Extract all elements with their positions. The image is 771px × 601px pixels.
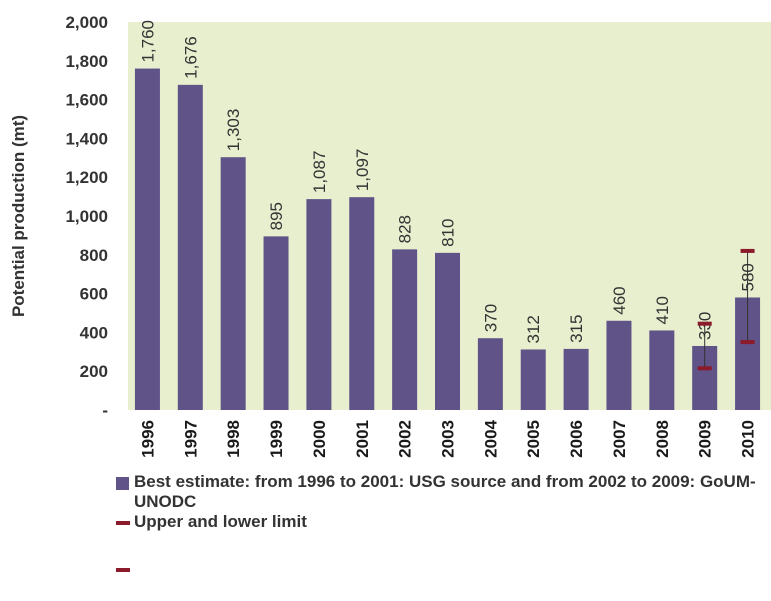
bar-value-label: 1,087 — [310, 151, 329, 194]
bar — [306, 199, 332, 410]
y-tick-label: 1,400 — [65, 129, 108, 148]
legend: Best estimate: from 1996 to 2001: USG so… — [116, 472, 766, 532]
y-tick-label: 800 — [80, 246, 108, 265]
bar — [392, 249, 418, 410]
x-tick-label: 1998 — [224, 420, 243, 458]
legend-swatch-bar — [116, 477, 129, 490]
x-tick-label: 1999 — [267, 420, 286, 458]
legend-swatch-range — [116, 521, 130, 525]
bar — [349, 197, 375, 410]
x-tick-label: 2000 — [310, 420, 329, 458]
x-tick-label: 2009 — [696, 420, 715, 458]
x-tick-label: 2007 — [610, 420, 629, 458]
bar-value-label: 828 — [396, 215, 415, 243]
y-tick-label: 400 — [80, 323, 108, 342]
y-tick-label: 600 — [80, 285, 108, 304]
bar — [520, 349, 546, 410]
bar — [477, 338, 503, 410]
bar — [177, 84, 203, 410]
y-tick-label: 2,000 — [65, 13, 108, 32]
legend-swatch-range-secondary — [116, 568, 130, 572]
bar-value-label: 1,097 — [353, 149, 372, 192]
bar-value-label: 1,676 — [181, 36, 200, 79]
bar-value-label: 810 — [439, 218, 458, 246]
bar-value-label: 460 — [610, 286, 629, 314]
legend-item-range: Upper and lower limit — [116, 512, 766, 532]
bar — [220, 157, 246, 410]
x-tick-label: 1997 — [181, 420, 200, 458]
x-tick-label: 1996 — [138, 420, 157, 458]
bar-value-label: 370 — [481, 304, 500, 332]
y-tick-label: 200 — [80, 362, 108, 381]
x-tick-label: 2006 — [567, 420, 586, 458]
y-axis-title: Potential production (mt) — [9, 115, 28, 317]
bar-value-label: 1,303 — [224, 109, 243, 152]
x-tick-label: 2001 — [353, 420, 372, 458]
bar — [263, 236, 289, 410]
x-tick-label: 2004 — [481, 419, 500, 457]
y-axis: - 200 400 600 800 1,000 1,200 1,400 1,600 1,800 2,… — [65, 13, 108, 420]
range-markers — [697, 248, 755, 371]
bars: 1,760 1,676 1,303 895 1,087 1,097 828 810 370 312… — [134, 20, 761, 410]
x-tick-label: 2005 — [524, 420, 543, 458]
bar — [606, 320, 632, 410]
x-axis: 1996 1997 1998 1999 2000 2001 2002 2003 2004 2005… — [138, 419, 757, 457]
bar-value-label: 1,760 — [138, 20, 157, 63]
legend-item-best-estimate: Best estimate: from 1996 to 2001: USG so… — [116, 472, 766, 512]
legend-label-range: Upper and lower limit — [134, 512, 307, 531]
y-tick-label: - — [102, 401, 108, 420]
x-tick-label: 2002 — [396, 420, 415, 458]
bar-value-label: 410 — [653, 296, 672, 324]
y-tick-label: 1,600 — [65, 91, 108, 110]
x-tick-label: 2008 — [653, 420, 672, 458]
bar — [134, 68, 160, 410]
y-tick-label: 1,000 — [65, 207, 108, 226]
y-tick-label: 1,200 — [65, 168, 108, 187]
bar — [563, 348, 589, 410]
bar-value-label: 895 — [267, 202, 286, 230]
bar-value-label: 312 — [524, 315, 543, 343]
x-tick-label: 2003 — [439, 420, 458, 458]
bar — [435, 252, 460, 410]
bar-value-label: 315 — [567, 315, 586, 343]
x-tick-label: 2010 — [739, 420, 758, 458]
bar — [649, 330, 675, 410]
legend-label-best-estimate: Best estimate: from 1996 to 2001: USG so… — [134, 472, 756, 511]
y-tick-label: 1,800 — [65, 52, 108, 71]
